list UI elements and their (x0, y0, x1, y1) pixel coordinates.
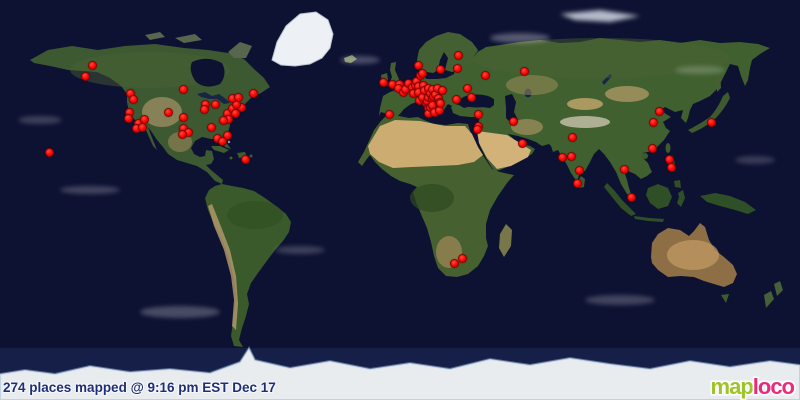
andes (208, 204, 238, 330)
visitor-dot (435, 64, 445, 74)
visitor-dot (178, 112, 188, 122)
visitor-dot (619, 164, 629, 174)
logo-loco: loco (752, 374, 795, 399)
visitor-dot (508, 116, 518, 126)
visitor-dot (648, 117, 658, 127)
sakhalin (716, 70, 721, 92)
visitor-dot (378, 77, 388, 87)
visitor-dot (123, 113, 133, 123)
visitor-dot (44, 147, 54, 157)
us-west-desert (142, 97, 182, 127)
jamaica (229, 156, 233, 160)
taiwan (665, 143, 671, 153)
clouds (18, 10, 775, 318)
visitor-dot (466, 92, 476, 102)
hainan (642, 153, 648, 159)
java (634, 216, 664, 222)
great-lakes (197, 92, 230, 104)
scandinavia (417, 32, 478, 73)
iran-desert (511, 119, 543, 135)
visitor-dot (566, 151, 576, 161)
visitor-dot (163, 107, 173, 117)
hudson-bay (190, 58, 225, 87)
japan (688, 92, 730, 133)
logo-map: map (710, 374, 754, 399)
arctic-islands (145, 32, 252, 58)
outback (667, 240, 719, 270)
visitor-dot (206, 122, 216, 132)
visitor-dot (222, 130, 232, 140)
visitor-dot (654, 106, 664, 116)
visitor-dot (462, 83, 472, 93)
himalaya (560, 116, 610, 128)
borneo (646, 184, 672, 209)
visitor-dot (451, 94, 461, 104)
visitor-dot (449, 258, 459, 268)
maploco-logo[interactable]: maploco (710, 374, 795, 399)
status-text: 274 places mapped @ 9:16 pm EST Dec 17 (3, 380, 276, 395)
amazon (227, 201, 283, 229)
visitor-dot (199, 104, 209, 114)
visitor-dot (452, 63, 462, 73)
madagascar (499, 224, 512, 257)
bahamas (227, 140, 231, 144)
lake-baikal (602, 74, 612, 85)
puerto-rico (249, 154, 253, 158)
antarctica (0, 345, 800, 400)
visitor-dot (517, 138, 527, 148)
new-guinea (700, 193, 756, 214)
visitor-dot (128, 94, 138, 104)
visitor-dot (248, 88, 258, 98)
visitor-dot (210, 99, 220, 109)
visitor-dot (453, 50, 463, 60)
visitor-dot (240, 154, 250, 164)
arabia-desert (477, 131, 531, 169)
visitor-dot (384, 109, 394, 119)
visitor-dot (574, 165, 584, 175)
greenland (271, 11, 334, 67)
visitor-dot (80, 71, 90, 81)
visitor-dot (435, 98, 445, 108)
cuba (211, 146, 229, 153)
sumatra (604, 183, 636, 216)
visitor-dot (437, 85, 447, 95)
sulawesi (677, 190, 685, 207)
tundra-canada (70, 52, 230, 88)
taklamakan (567, 98, 603, 110)
visitor-dot (417, 68, 427, 78)
visitor-dot (567, 132, 577, 142)
visitor-dot (217, 136, 227, 146)
gobi-desert (605, 86, 649, 102)
new-zealand (764, 281, 783, 308)
visitor-dot (480, 70, 490, 80)
visitor-dot (647, 143, 657, 153)
visitor-dot (572, 178, 582, 188)
visitor-dot (139, 114, 149, 124)
visitor-dot (87, 60, 97, 70)
visitor-dot (233, 92, 243, 102)
visitor-dot (519, 66, 529, 76)
sahara (368, 120, 483, 168)
visitor-dot (626, 192, 636, 202)
visitor-dot (178, 84, 188, 94)
visitor-dot (413, 60, 423, 70)
congo-forest (410, 184, 454, 212)
siberia-tint (470, 38, 730, 78)
visitor-dot (557, 152, 567, 162)
tasmania (721, 294, 729, 303)
visitor-dot (230, 108, 240, 118)
visitor-dot (218, 115, 228, 125)
visitor-dot (177, 129, 187, 139)
visitor-dot (472, 124, 482, 134)
visitor-dot (666, 162, 676, 172)
visitor-dot (137, 122, 147, 132)
kazakh-steppe (506, 75, 558, 95)
visitor-dot (473, 109, 483, 119)
visitor-dot (457, 253, 467, 263)
visitor-dot (706, 117, 716, 127)
